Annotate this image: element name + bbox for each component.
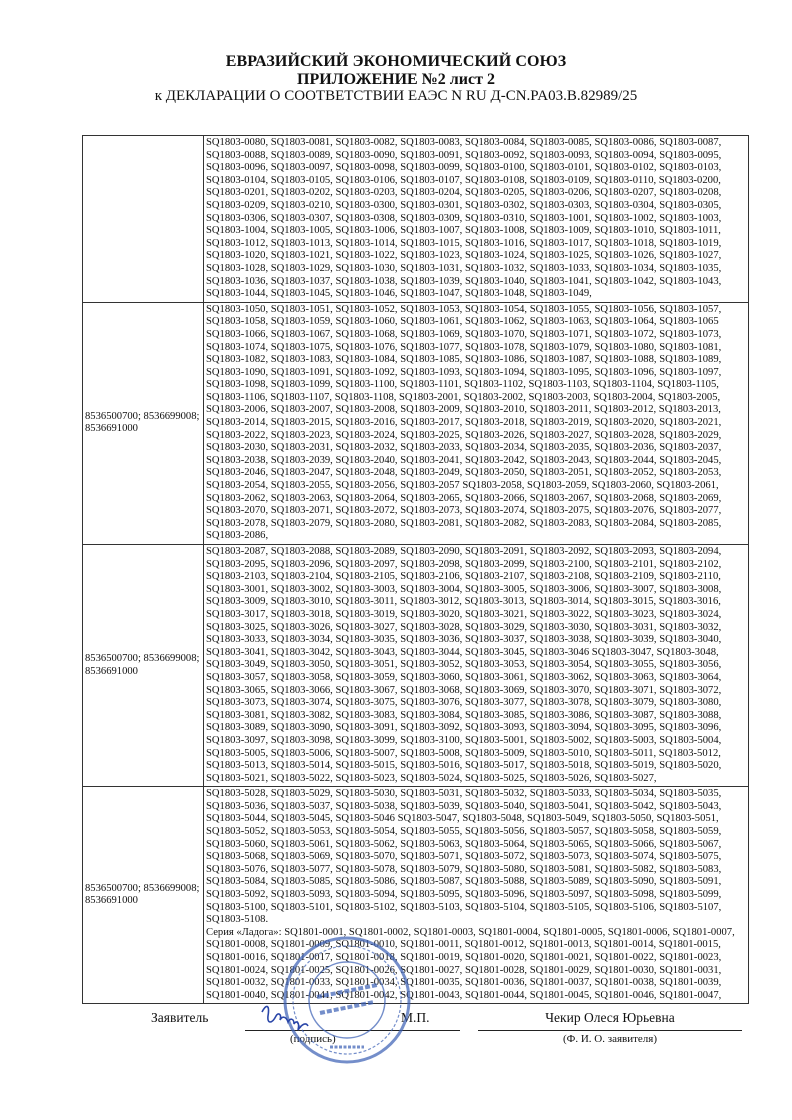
model-list-line: SQ1803-1090, SQ1803-1091, SQ1803-1092, S… (206, 366, 722, 378)
model-list-line: SQ1803-3057, SQ1803-3058, SQ1803-3059, S… (206, 671, 722, 683)
union-title: ЕВРАЗИЙСКИЙ ЭКОНОМИЧЕСКИЙ СОЮЗ (225, 53, 567, 70)
model-list-line: SQ1803-3041, SQ1803-3042, SQ1803-3043, S… (206, 646, 719, 658)
product-codes-table: SQ1803-0080, SQ1803-0081, SQ1803-0082, S… (82, 135, 749, 1005)
model-list-line: SQ1803-3017, SQ1803-3018, SQ1803-3019, S… (206, 608, 722, 620)
model-list-line: SQ1803-5044, SQ1803-5045, SQ1803-5046 SQ… (206, 813, 719, 825)
hs-code-cell: 8536500700; 8536699008; 8536691000 (82, 786, 204, 1005)
model-list-line: SQ1803-1082, SQ1803-1083, SQ1803-1084, S… (206, 354, 722, 366)
model-list-line: SQ1803-1028, SQ1803-1029, SQ1803-1030, S… (206, 262, 722, 274)
model-list-line: SQ1803-3025, SQ1803-3026, SQ1803-3027, S… (206, 621, 722, 633)
model-list-line: SQ1803-1098, SQ1803-1099, SQ1803-1100, S… (206, 379, 719, 391)
model-list-line: SQ1803-1050, SQ1803-1051, SQ1803-1052, S… (206, 303, 722, 315)
model-list-cell: SQ1803-5028, SQ1803-5029, SQ1803-5030, S… (203, 786, 749, 1005)
declaration-number: к ДЕКЛАРАЦИИ О СООТВЕТСТВИИ ЕАЭС N RU Д-… (154, 88, 638, 104)
table-row: 8536500700; 8536699008; 8536691000 SQ1803… (82, 786, 749, 1005)
model-list-line: SQ1803-3081, SQ1803-3082, SQ1803-3083, S… (206, 709, 722, 721)
model-list-line: SQ1803-2006, SQ1803-2007, SQ1803-2008, S… (206, 404, 721, 416)
model-list-line: SQ1803-2095, SQ1803-2096, SQ1803-2097, S… (206, 558, 722, 570)
model-list-line: SQ1803-5076, SQ1803-5077, SQ1803-5078, S… (206, 863, 722, 875)
applicant-label: Заявитель (151, 1010, 209, 1025)
model-list-line: SQ1803-1012, SQ1803-1013, SQ1803-1014, S… (206, 237, 722, 249)
table-row: 8536500700; 8536699008; 8536691000 SQ1803… (82, 543, 749, 788)
signature (261, 1005, 309, 1031)
model-list-line: SQ1803-0088, SQ1803-0089, SQ1803-0090, S… (206, 149, 722, 161)
model-list-line: SQ1803-5005, SQ1803-5006, SQ1803-5007, S… (206, 747, 721, 759)
signature-line (245, 1030, 460, 1031)
name-caption: (Ф. И. О. заявителя) (562, 1033, 657, 1045)
model-list-line: Серия «Ладога»: SQ1801-0001, SQ1801-0002… (206, 926, 735, 938)
hs-code-cell (82, 135, 204, 303)
model-list-line: SQ1803-0306, SQ1803-0307, SQ1803-0308, S… (206, 212, 722, 224)
model-list-line: SQ1803-0080, SQ1803-0081, SQ1803-0082, S… (206, 137, 722, 148)
model-list-line: SQ1803-5100, SQ1803-5101, SQ1803-5102, S… (206, 901, 722, 913)
model-list-line: SQ1803-0096, SQ1803-0097, SQ1803-0098, S… (206, 162, 722, 174)
model-list-line: SQ1803-5036, SQ1803-5037, SQ1803-5038, S… (206, 800, 722, 812)
model-list-line: SQ1803-2030, SQ1803-2031, SQ1803-2032, S… (206, 442, 722, 454)
applicant-name: Чекир Олеся Юрьевна (545, 1010, 675, 1025)
model-list-line: SQ1803-5068, SQ1803-5069, SQ1803-5070, S… (206, 851, 722, 863)
model-list-line: SQ1803-3049, SQ1803-3050, SQ1803-3051, S… (206, 659, 722, 671)
appendix-title: ПРИЛОЖЕНИЕ №2 лист 2 (297, 71, 495, 88)
model-list-line: SQ1803-5052, SQ1803-5053, SQ1803-5054, S… (206, 826, 722, 838)
model-list-line: SQ1803-5013, SQ1803-5014, SQ1803-5015, S… (206, 760, 722, 772)
name-line (478, 1030, 742, 1031)
model-list-line: SQ1801-0016, SQ1801-0017, SQ1801-0018, S… (206, 952, 722, 963)
model-list-line: SQ1803-2038, SQ1803-2039, SQ1803-2040, S… (206, 454, 722, 466)
model-list-line: SQ1803-5028, SQ1803-5029, SQ1803-5030, S… (206, 788, 722, 800)
model-list-line: SQ1803-2086, (206, 530, 269, 542)
model-list-line: SQ1801-0040, SQ1801-0041, SQ1801-0042, S… (206, 989, 722, 1001)
model-list-line: SQ1803-0104, SQ1803-0105, SQ1803-0106, S… (206, 174, 721, 186)
model-list-line: SQ1803-5092, SQ1803-5093, SQ1803-5094, S… (206, 889, 722, 901)
model-list-line: SQ1803-2022, SQ1803-2023, SQ1803-2024, S… (206, 429, 722, 441)
model-list-line: SQ1803-3009, SQ1803-3010, SQ1803-3011, S… (206, 596, 721, 608)
hs-code-cell: 8536500700; 8536699008; 8536691000 (82, 543, 204, 788)
model-list-line: SQ1803-3065, SQ1803-3066, SQ1803-3067, S… (206, 684, 722, 696)
hs-code-cell: 8536500700; 8536699008; 8536691000 (82, 301, 204, 546)
model-list-line: SQ1803-2070, SQ1803-2071, SQ1803-2072, S… (206, 505, 722, 517)
model-list-line: SQ1803-3033, SQ1803-3034, SQ1803-3035, S… (206, 634, 722, 646)
model-list-line: SQ1803-2054, SQ1803-2055, SQ1803-2056, S… (206, 480, 719, 492)
model-list-line: SQ1801-0008, SQ1801-0009, SQ1801-0010, S… (206, 939, 721, 951)
model-list-line: SQ1803-3073, SQ1803-3074, SQ1803-3075, S… (206, 697, 722, 709)
model-list-line: SQ1803-5108. (206, 914, 269, 926)
model-list-cell: SQ1803-1050, SQ1803-1051, SQ1803-1052, S… (203, 301, 749, 546)
model-list-line: SQ1803-1074, SQ1803-1075, SQ1803-1076, S… (206, 341, 722, 353)
company-seal-stamp (283, 936, 411, 1064)
table-row: SQ1803-0080, SQ1803-0081, SQ1803-0082, S… (82, 135, 749, 303)
model-list-line: SQ1803-3001, SQ1803-3002, SQ1803-3003, S… (206, 583, 722, 595)
model-list-line: SQ1803-5060, SQ1803-5061, SQ1803-5062, S… (206, 838, 722, 850)
model-list-line: SQ1803-1036, SQ1803-1037, SQ1803-1038, S… (206, 275, 722, 287)
model-list-line: SQ1801-0032, SQ1801-0033, SQ1801-0034, S… (206, 977, 722, 989)
model-list-line: SQ1803-5084, SQ1803-5085, SQ1803-5086, S… (206, 876, 722, 888)
model-list-line: SQ1803-1004, SQ1803-1005, SQ1803-1006, S… (206, 225, 721, 237)
model-list-line: SQ1803-2062, SQ1803-2063, SQ1803-2064, S… (206, 492, 722, 504)
model-list-cell: SQ1803-0080, SQ1803-0081, SQ1803-0082, S… (203, 135, 749, 303)
model-list-line: SQ1803-2103, SQ1803-2104, SQ1803-2105, S… (206, 571, 721, 583)
model-list-line: SQ1803-2014, SQ1803-2015, SQ1803-2016, S… (206, 417, 722, 429)
table-row: 8536500700; 8536699008; 8536691000 SQ1803… (82, 301, 749, 546)
model-list-line: SQ1803-1044, SQ1803-1045, SQ1803-1046, S… (206, 288, 592, 300)
model-list-line: SQ1803-2078, SQ1803-2079, SQ1803-2080, S… (206, 517, 722, 529)
model-list-line: SQ1801-0024, SQ1801-0025, SQ1801-0026, S… (206, 964, 722, 976)
model-list-line: SQ1803-3089, SQ1803-3090, SQ1803-3091, S… (206, 722, 722, 734)
model-list-line: SQ1803-0201, SQ1803-0202, SQ1803-0203, S… (206, 187, 722, 199)
model-list-line: SQ1803-1106, SQ1803-1107, SQ1803-1108, S… (206, 391, 721, 403)
model-list-line: SQ1803-2046, SQ1803-2047, SQ1803-2048, S… (206, 467, 722, 479)
model-list-line: SQ1803-0209, SQ1803-0210, SQ1803-0300, S… (206, 199, 722, 211)
model-list-line: SQ1803-5021, SQ1803-5022, SQ1803-5023, S… (206, 772, 657, 784)
model-list-line: SQ1803-3097, SQ1803-3098, SQ1803-3099, S… (206, 734, 722, 746)
model-list-line: SQ1803-1020, SQ1803-1021, SQ1803-1022, S… (206, 250, 722, 262)
model-list-line: SQ1803-1066, SQ1803-1067, SQ1803-1068, S… (206, 328, 722, 340)
model-list-line: SQ1803-1058, SQ1803-1059, SQ1803-1060, S… (206, 316, 719, 328)
model-list-cell: SQ1803-2087, SQ1803-2088, SQ1803-2089, S… (203, 543, 749, 788)
model-list-line: SQ1803-2087, SQ1803-2088, SQ1803-2089, S… (206, 546, 722, 557)
